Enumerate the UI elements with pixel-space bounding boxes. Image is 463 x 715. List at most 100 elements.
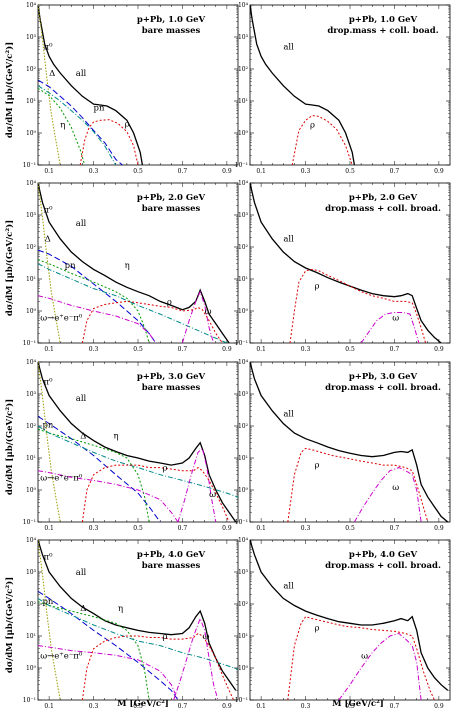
panel-subtitle: drop.mass + coll. boad. <box>327 26 438 36</box>
curve-label: all <box>76 219 87 229</box>
y-tick-label: 10⁴ <box>26 2 37 9</box>
x-axis-label-right: M [GeV/c²] <box>332 699 384 709</box>
series-line-2 <box>38 183 61 343</box>
y-tick-label: 10⁰ <box>26 487 37 494</box>
curve-label: all <box>283 409 294 419</box>
y-axis-label-row-4: dσ/dM [μb/(GeV/c²)] <box>4 577 15 673</box>
series-group <box>38 362 238 522</box>
curve-label: all <box>283 43 294 53</box>
series-line-5 <box>38 263 228 343</box>
panel-subtitle: bare masses <box>142 561 201 571</box>
y-tick-label: 10⁻¹ <box>235 519 248 526</box>
series-line-3 <box>38 590 179 700</box>
curve-label: Δ <box>45 234 51 244</box>
curve-label: ω→e⁺e⁻π⁰ <box>40 473 83 483</box>
y-tick-label: 10⁰ <box>238 665 249 672</box>
y-axis-label-row-3: dσ/dM [μb/(GeV/c²)] <box>4 399 15 495</box>
panel-7: 10⁻¹ 10⁰ 10¹ 10² 10³ 10⁴ 0.1 0.3 0.5 0.7 0.9 p+Pb, … <box>23 537 239 710</box>
y-tick-label: 10² <box>238 423 249 430</box>
series-line-7 <box>173 617 219 700</box>
series-line-6 <box>38 645 179 700</box>
y-axis-labels: dσ/dM [μb/(GeV/c²)] dσ/dM [μb/(GeV/c²)] … <box>4 42 15 673</box>
x-tick-label: 0.1 <box>44 168 54 175</box>
y-tick-label: 10² <box>26 66 37 73</box>
panel-1: 10⁻¹ 10⁰ 10¹ 10² 10³ 10⁴ 0.1 0.3 0.5 0.7 0.9 p+Pb, … <box>23 2 239 175</box>
y-tick-label: 10¹ <box>238 98 248 105</box>
panel-title: p+Pb, 4.0 GeV <box>349 550 418 560</box>
curve-label: ω→e⁺e⁻π⁰ <box>40 651 83 661</box>
curve-label: ρ <box>167 297 172 307</box>
y-tick-label: 10² <box>26 244 37 251</box>
plot-frame <box>37 361 239 523</box>
plot-frame <box>37 4 239 166</box>
panel-title: p+Pb, 2.0 GeV <box>349 193 418 203</box>
curve-label: π⁰ <box>44 205 54 215</box>
y-tick-label: 10⁰ <box>238 130 249 137</box>
x-tick-label: 0.3 <box>89 168 99 175</box>
y-tick-label: 10³ <box>26 212 37 219</box>
y-tick-label: 10⁻¹ <box>235 340 248 347</box>
x-tick-label: 0.1 <box>44 703 54 710</box>
series-group <box>38 5 144 165</box>
y-tick-label: 10² <box>238 601 249 608</box>
y-tick-label: 10⁻¹ <box>23 519 36 526</box>
panels: 10⁻¹ 10⁰ 10¹ 10² 10³ 10⁴ 0.1 0.3 0.5 0.7 0.9 p+Pb, … <box>23 2 451 710</box>
series-line-2 <box>287 616 435 700</box>
curve-label: ρ <box>310 120 315 130</box>
series-line-1 <box>38 362 237 522</box>
y-tick-label: 10³ <box>26 34 37 41</box>
series-line-3 <box>38 415 161 522</box>
panel-subtitle: drop.mass + coll. broad. <box>325 204 441 214</box>
curve-label: π⁰ <box>44 377 54 387</box>
x-tick-label: 0.9 <box>434 346 444 353</box>
curve-label: π⁰ <box>44 552 54 562</box>
curve-label: pn <box>42 420 53 430</box>
x-tick-label: 0.9 <box>222 525 232 532</box>
x-tick-label: 0.5 <box>345 346 355 353</box>
x-tick-label: 0.7 <box>178 703 188 710</box>
y-tick-label: 10¹ <box>238 455 248 462</box>
y-axis-label-row-2: dσ/dM [μb/(GeV/c²)] <box>4 220 15 316</box>
series-group <box>250 5 356 165</box>
y-tick-label: 10⁻¹ <box>23 162 36 169</box>
y-tick-label: 10⁰ <box>26 665 37 672</box>
x-tick-label: 0.7 <box>178 525 188 532</box>
curve-label: η <box>125 261 130 271</box>
series-line-2 <box>287 447 429 522</box>
x-tick-label: 0.7 <box>178 168 188 175</box>
series-group <box>38 540 238 700</box>
curve-label: ρ <box>162 632 167 642</box>
panel-title: p+Pb, 2.0 GeV <box>137 193 206 203</box>
y-tick-label: 10¹ <box>26 633 36 640</box>
series-line-1 <box>38 5 144 165</box>
y-tick-label: 10² <box>238 244 249 251</box>
curve-label: π⁰ <box>44 43 54 53</box>
y-tick-label: 10⁴ <box>238 359 249 366</box>
curve-label: all <box>283 582 294 592</box>
curve-label: ω <box>392 314 399 324</box>
curve-label: all <box>76 394 87 404</box>
series-group <box>250 362 449 522</box>
y-tick-label: 10² <box>26 423 37 430</box>
x-tick-label: 0.9 <box>434 168 444 175</box>
curve-label: all <box>76 69 87 79</box>
y-tick-label: 10³ <box>238 212 249 219</box>
panel-8: 10⁻¹ 10⁰ 10¹ 10² 10³ 10⁴ 0.1 0.3 0.5 0.7 0.9 p+Pb, … <box>235 537 451 710</box>
series-line-2 <box>291 115 353 165</box>
series-line-1 <box>250 362 449 522</box>
panel-title: p+Pb, 3.0 GeV <box>349 372 418 382</box>
panel-subtitle: bare masses <box>142 26 201 36</box>
y-tick-label: 10³ <box>238 391 249 398</box>
y-tick-label: 10⁻¹ <box>23 340 36 347</box>
curve-label: ρ <box>314 282 319 292</box>
x-tick-label: 0.7 <box>390 525 400 532</box>
curve-label: Δ <box>80 604 86 614</box>
curve-label: η <box>114 432 119 442</box>
y-tick-label: 10² <box>238 66 249 73</box>
series-group <box>250 183 442 343</box>
x-tick-label: 0.1 <box>44 525 54 532</box>
panel-5: 10⁻¹ 10⁰ 10¹ 10² 10³ 10⁴ 0.1 0.3 0.5 0.7 0.9 p+Pb, … <box>23 359 239 532</box>
y-tick-label: 10⁴ <box>238 2 249 9</box>
curve-label: ρ <box>125 119 130 129</box>
